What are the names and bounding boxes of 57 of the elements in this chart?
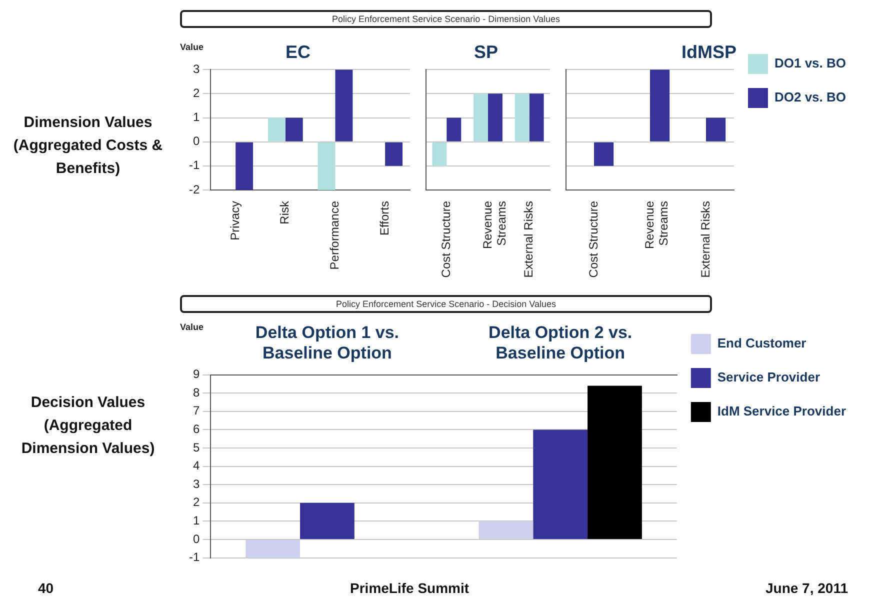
legend-label: DO2 vs. BO xyxy=(774,90,846,105)
bar xyxy=(588,386,642,539)
y-tick-label: 0 xyxy=(192,134,200,148)
bar xyxy=(285,118,303,142)
x-tick-label: Cost Structure xyxy=(438,200,453,278)
bar xyxy=(478,521,534,539)
text: 40 xyxy=(38,580,54,596)
y-tick-label: -1 xyxy=(189,158,200,172)
y-axis-title: Decision Values (Aggregated Dimension Values) xyxy=(20,392,156,458)
y-tick-label: 0 xyxy=(192,532,200,546)
y-tick-label: -1 xyxy=(189,550,200,564)
bar xyxy=(533,430,588,539)
y-tick-label: 4 xyxy=(192,458,200,473)
x-tick-label: Revenue Streams xyxy=(480,200,509,250)
text: Policy Enforcement Service Scenario - Dimension Values xyxy=(180,10,712,28)
legend-label: End Customer xyxy=(717,336,806,351)
y-tick-label: 9 xyxy=(192,367,200,382)
text: June 7, 2011 xyxy=(765,580,848,596)
x-tick-label: External Risks xyxy=(522,201,536,278)
x-tick-label: Performance xyxy=(328,200,342,270)
y-tick-label: 5 xyxy=(192,440,200,454)
bar xyxy=(318,142,336,190)
legend-label: IdM Service Provider xyxy=(717,404,846,419)
y-tick-label: 1 xyxy=(192,110,200,124)
chart-subtitle: EC xyxy=(285,42,311,62)
y-tick-label: 6 xyxy=(192,422,200,436)
x-tick-label: Risk xyxy=(278,200,292,224)
bar xyxy=(268,118,286,142)
x-tick-label: Cost Structure xyxy=(586,200,600,278)
chart-subtitle: SP xyxy=(474,42,498,62)
chart-title: Policy Enforcement Service Scenario - Decision Values xyxy=(180,295,712,313)
x-tick-label: External Risks xyxy=(698,201,712,278)
text: Value xyxy=(180,42,204,52)
bar xyxy=(236,142,254,190)
bar xyxy=(385,142,403,166)
y-tick-label: -2 xyxy=(189,182,200,196)
legend-label: Service Provider xyxy=(717,370,820,385)
x-tick-label: Revenue Streams xyxy=(642,200,671,250)
text: PrimeLife Summit xyxy=(350,580,470,596)
x-tick-label: Efforts xyxy=(377,201,392,236)
y-tick-label: 8 xyxy=(192,385,200,400)
y-tick-label: 3 xyxy=(192,62,200,76)
y-axis-title: Dimension Values (Aggregated Costs & Benefits) xyxy=(12,112,164,178)
x-tick-label: Privacy xyxy=(228,201,242,240)
y-tick-label: 3 xyxy=(192,476,200,491)
legend-label: DO1 vs. BO xyxy=(774,56,846,71)
y-tick-label: 7 xyxy=(192,404,200,418)
bar xyxy=(300,502,354,539)
y-tick-label: 2 xyxy=(192,495,200,510)
x-tick-label: Delta Option 2 vs. Baseline Option xyxy=(488,322,632,362)
text: Value xyxy=(180,322,204,332)
y-tick-label: 2 xyxy=(192,86,200,100)
y-tick-label: 1 xyxy=(192,514,200,528)
x-tick-label: Delta Option 1 vs. Baseline Option xyxy=(255,322,400,362)
bar xyxy=(246,540,300,558)
bar xyxy=(335,70,353,142)
chart-subtitle: IdMSP xyxy=(681,42,737,62)
